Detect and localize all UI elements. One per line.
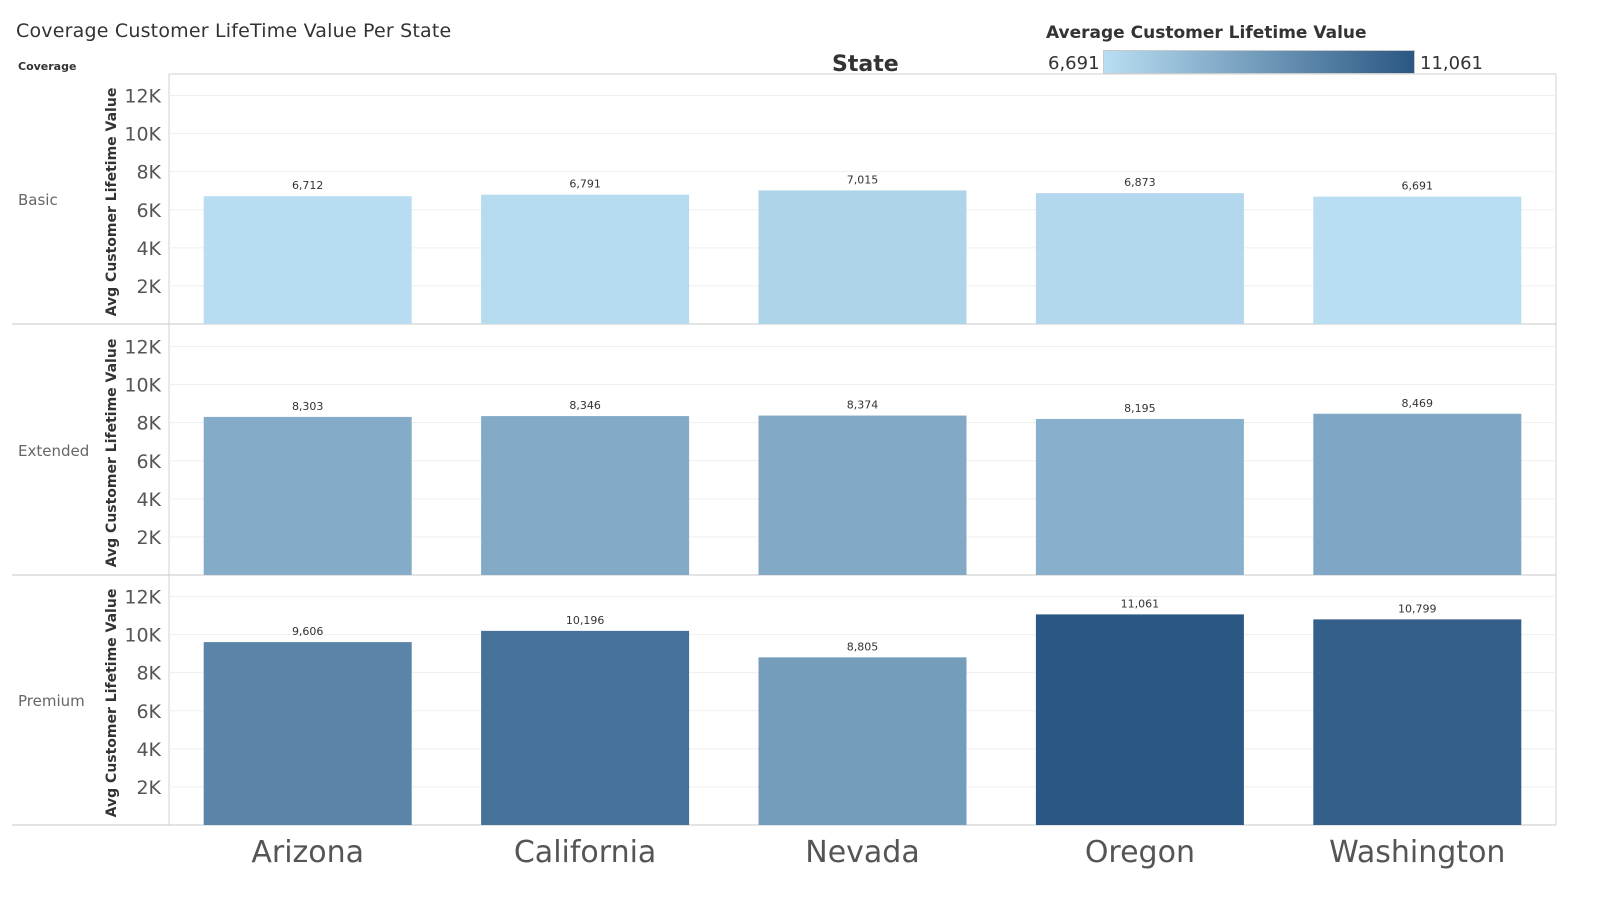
bar-value-label: 8,805 [847, 640, 879, 653]
bar-value-label: 6,691 [1402, 180, 1434, 193]
bar-value-label: 9,606 [292, 625, 324, 638]
y-tick-label: 12K [124, 587, 161, 609]
x-tick-label: Nevada [805, 835, 919, 870]
y-tick-label: 10K [124, 124, 161, 146]
y-axis-title: Avg Customer Lifetime Value [104, 339, 120, 568]
bar-value-label: 8,195 [1124, 402, 1156, 415]
chart-title: Coverage Customer LifeTime Value Per Sta… [16, 20, 452, 42]
bar-value-label: 11,061 [1121, 597, 1160, 610]
y-tick-label: 2K [136, 276, 161, 298]
row-dimension-header: Coverage [18, 60, 77, 73]
bar [758, 415, 967, 575]
bar [1035, 193, 1244, 324]
y-tick-label: 12K [124, 86, 161, 108]
bar [203, 416, 412, 575]
legend-max-label: 11,061 [1420, 53, 1483, 74]
y-tick-label: 12K [124, 337, 161, 359]
bar-value-label: 6,712 [292, 179, 324, 192]
x-tick-label: Washington [1329, 835, 1505, 870]
column-dimension-header: State [832, 52, 899, 77]
y-tick-label: 4K [136, 238, 161, 260]
row-label: Basic [18, 191, 58, 209]
x-tick-label: California [514, 835, 656, 870]
y-tick-label: 6K [136, 701, 161, 723]
y-axis-title: Avg Customer Lifetime Value [104, 88, 120, 317]
bar-value-label: 6,873 [1124, 176, 1156, 189]
bar [203, 642, 412, 825]
bar [1313, 196, 1522, 324]
y-tick-label: 10K [124, 625, 161, 647]
bar-value-label: 6,791 [569, 178, 601, 191]
legend-title: Average Customer Lifetime Value [1046, 23, 1367, 43]
y-tick-label: 2K [136, 527, 161, 549]
y-tick-label: 2K [136, 777, 161, 799]
bar [1035, 418, 1244, 575]
y-axis-title: Avg Customer Lifetime Value [104, 589, 120, 818]
y-tick-label: 4K [136, 739, 161, 761]
y-tick-label: 4K [136, 489, 161, 511]
row-label: Extended [18, 442, 89, 460]
bar [1313, 619, 1522, 825]
bar [1035, 614, 1244, 825]
bar-value-label: 8,374 [847, 399, 879, 412]
bar [481, 416, 690, 575]
bar-value-label: 8,346 [569, 399, 601, 412]
bar [481, 630, 690, 825]
y-tick-label: 8K [136, 162, 161, 184]
bar [758, 657, 967, 825]
bar-value-label: 10,196 [566, 614, 605, 627]
bar-value-label: 8,303 [292, 400, 324, 413]
bar-value-label: 10,799 [1398, 602, 1437, 615]
x-tick-label: Arizona [251, 835, 364, 870]
bar [481, 194, 690, 324]
bar-value-label: 7,015 [847, 173, 879, 186]
x-tick-label: Oregon [1085, 835, 1195, 870]
legend-min-label: 6,691 [1048, 53, 1100, 74]
y-tick-label: 6K [136, 200, 161, 222]
y-tick-label: 8K [136, 413, 161, 435]
bar-value-label: 8,469 [1402, 397, 1434, 410]
bar [203, 196, 412, 324]
bar [758, 190, 967, 324]
y-tick-label: 6K [136, 451, 161, 473]
y-tick-label: 8K [136, 663, 161, 685]
bar [1313, 413, 1522, 575]
row-label: Premium [18, 692, 85, 710]
y-tick-label: 10K [124, 375, 161, 397]
